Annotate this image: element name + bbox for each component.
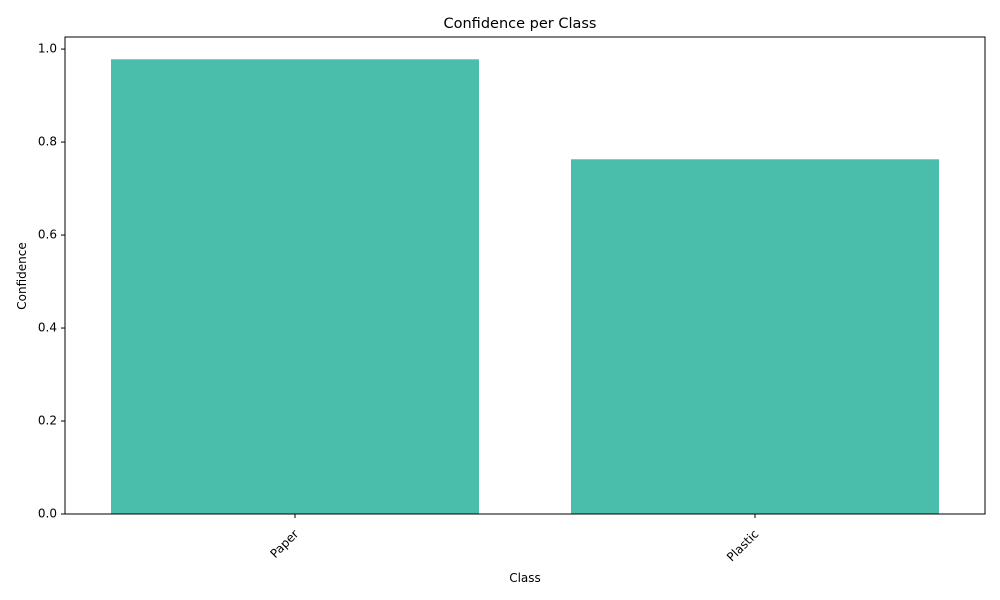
y-tick-label: 0.8 — [38, 135, 57, 149]
bar-plastic — [571, 159, 939, 515]
x-axis-label: Class — [509, 571, 541, 585]
plot-frame — [64, 36, 986, 515]
y-axis-label: Confidence — [15, 242, 29, 309]
x-tick-label: Plastic — [724, 527, 761, 564]
chart-title: Confidence per Class — [444, 16, 597, 32]
y-tick-label: 0.6 — [38, 228, 57, 242]
y-tick-label: 0.0 — [38, 507, 57, 521]
y-tick-label: 1.0 — [38, 42, 57, 56]
y-tick-label: 0.2 — [38, 414, 57, 428]
bar-paper — [111, 59, 479, 514]
x-tick-label: Paper — [267, 527, 301, 561]
bars-layer — [111, 59, 939, 515]
y-tick-label: 0.4 — [38, 321, 57, 335]
